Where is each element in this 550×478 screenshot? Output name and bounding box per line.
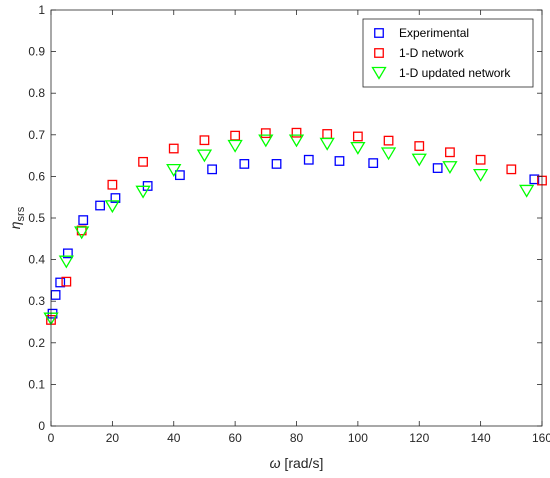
legend-entry: 1-D network xyxy=(374,46,465,60)
data-point xyxy=(383,135,394,146)
data-point xyxy=(166,164,182,177)
data-point xyxy=(334,156,345,166)
data-point xyxy=(352,131,363,142)
legend: Experimental 1-D network 1-D updated netwo… xyxy=(362,18,534,88)
data-point xyxy=(207,164,218,175)
data-point xyxy=(107,179,118,190)
data-point xyxy=(432,163,443,173)
series-1 xyxy=(47,154,540,319)
x-tick-label: 100 xyxy=(348,431,368,445)
data-point xyxy=(110,193,121,203)
data-point xyxy=(258,134,274,148)
x-axis-label: ω [rad/s] xyxy=(270,455,324,471)
data-point xyxy=(445,147,455,158)
y-tick-label: 1 xyxy=(38,3,45,17)
data-point xyxy=(239,159,250,169)
data-point xyxy=(61,276,72,287)
y-tick-label: 0 xyxy=(38,419,45,433)
data-point xyxy=(442,161,458,175)
data-point xyxy=(350,141,366,155)
y-axis-subscript: srs xyxy=(15,206,27,221)
y-tick-label: 0.7 xyxy=(28,128,45,142)
y-tick-label: 0.8 xyxy=(28,86,45,100)
x-tick-label: 140 xyxy=(471,431,491,445)
legend-marker xyxy=(374,28,384,38)
series-3 xyxy=(43,134,535,326)
legend-marker xyxy=(374,48,384,58)
x-tick-label: 40 xyxy=(167,431,181,445)
y-tick-label: 0.5 xyxy=(28,211,45,225)
x-axis-ticks: 0 20 40 60 80 100 120 140 160 xyxy=(48,10,550,445)
data-point xyxy=(475,154,486,165)
legend-entry: Experimental xyxy=(374,26,469,40)
y-axis-ticks: 0 0.1 0.2 0.3 0.4 0.5 0.6 0.7 0.8 0.9 1 xyxy=(28,3,542,433)
data-point xyxy=(519,184,535,198)
x-tick-label: 120 xyxy=(409,431,429,445)
data-point xyxy=(95,200,105,211)
y-tick-label: 0.9 xyxy=(28,45,45,59)
data-point xyxy=(138,156,148,167)
x-tick-label: 20 xyxy=(106,431,120,445)
x-tick-label: 160 xyxy=(532,431,550,445)
data-point xyxy=(291,127,302,138)
series-layer xyxy=(43,127,547,326)
data-point xyxy=(288,134,305,148)
y-tick-label: 0.3 xyxy=(28,294,45,308)
legend-label: Experimental xyxy=(399,26,469,40)
legend-marker xyxy=(371,66,387,80)
data-point xyxy=(55,277,66,288)
x-axis-symbol: ω xyxy=(270,455,281,471)
data-point xyxy=(414,141,425,151)
series-2 xyxy=(46,127,547,325)
y-tick-label: 0.4 xyxy=(28,253,45,267)
data-point xyxy=(74,226,90,240)
data-point xyxy=(78,215,89,225)
data-point xyxy=(506,164,517,175)
data-point xyxy=(227,139,243,153)
data-point xyxy=(368,158,379,168)
data-point xyxy=(472,169,489,182)
legend-label: 1-D updated network xyxy=(399,66,511,80)
data-point xyxy=(168,143,179,154)
legend-label: 1-D network xyxy=(399,46,465,60)
legend-box xyxy=(362,18,534,88)
data-point xyxy=(135,185,151,199)
y-axis-symbol: η xyxy=(7,221,23,229)
data-point xyxy=(411,153,427,167)
y-tick-label: 0.2 xyxy=(28,336,45,350)
data-point xyxy=(319,137,335,151)
data-point xyxy=(196,149,213,163)
legend-entries: Experimental 1-D network 1-D updated netwo… xyxy=(371,26,511,80)
y-tick-label: 0.1 xyxy=(28,377,45,391)
x-tick-label: 80 xyxy=(290,431,304,445)
data-point xyxy=(260,128,271,139)
data-point xyxy=(62,248,73,259)
data-point xyxy=(303,154,314,165)
y-tick-label: 0.6 xyxy=(28,169,45,183)
data-point xyxy=(529,174,540,185)
data-point xyxy=(199,135,210,146)
data-point xyxy=(380,147,397,161)
x-tick-label: 60 xyxy=(228,431,242,445)
data-point xyxy=(174,170,185,181)
data-point xyxy=(104,200,121,214)
x-axis-unit: [rad/s] xyxy=(281,455,324,471)
y-axis-label: ηsrs xyxy=(7,206,27,229)
x-tick-label: 0 xyxy=(48,431,55,445)
legend-entry: 1-D updated network xyxy=(371,66,511,80)
data-point xyxy=(58,255,74,269)
data-point xyxy=(271,159,282,169)
